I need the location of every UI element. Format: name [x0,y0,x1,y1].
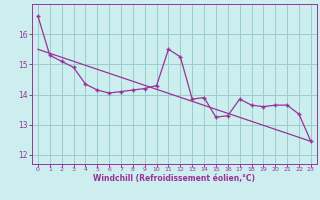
X-axis label: Windchill (Refroidissement éolien,°C): Windchill (Refroidissement éolien,°C) [93,174,255,183]
